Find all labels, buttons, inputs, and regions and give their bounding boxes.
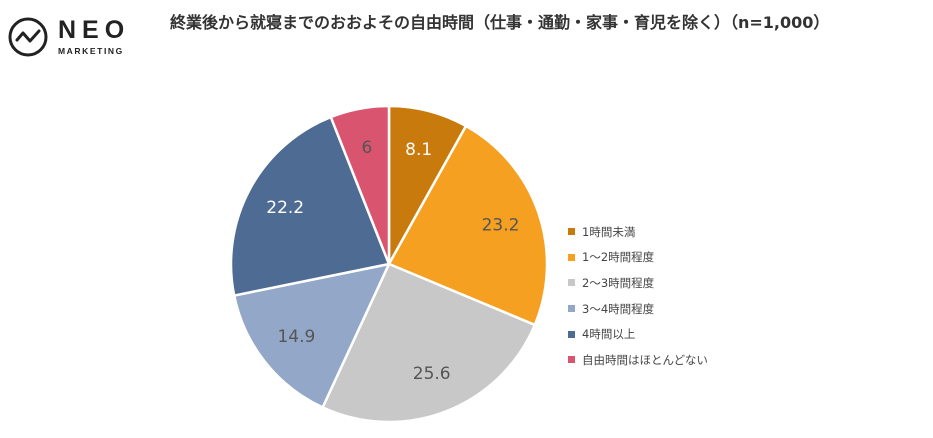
legend-item-5: 4時間以上 [568,321,708,347]
legend-label: 自由時間はほとんどない [582,352,708,367]
logo-circle-icon [8,17,48,57]
legend-swatch [568,279,575,287]
pie-slices [229,104,549,424]
logo-name: NEO [58,16,131,44]
legend: 1時間未満 1～2時間程度 2～3時間程度 3～4時間程度 4時間以上自由時間はほとんど… [568,219,708,373]
legend-label: 1時間未満 [582,224,636,239]
legend-item-4: 3～4時間程度 [568,296,708,322]
pie-data-label-4: 14.9 [277,327,315,347]
legend-swatch [568,305,575,313]
pie-data-label-6: 6 [361,138,372,158]
chart-title: 終業後から就寝までのおおよその自由時間（仕事・通勤・家事・育児を除く）（n=1,… [170,13,830,32]
legend-swatch [568,356,575,364]
logo-tagline: MARKETING [58,46,124,56]
pie-slice-3 [321,262,537,424]
legend-label: 1～2時間程度 [582,250,655,265]
legend-item-3: 2～3時間程度 [568,270,708,296]
pie-slice-2 [387,124,549,327]
legend-item-1: 1時間未満 [568,219,708,245]
legend-swatch [568,330,575,338]
legend-swatch [568,228,575,236]
pie-data-label-3: 25.6 [413,364,451,384]
pie-data-label-1: 8.1 [405,140,432,160]
pie-data-labels: 8.1 23.2 25.6 14.9 22.2 6 [266,138,519,384]
pie-slice-4 [232,262,391,409]
legend-item-2: 1～2時間程度 [568,245,708,271]
pie-slice-6 [329,104,391,266]
neo-marketing-logo: NEO MARKETING [6,14,136,60]
legend-item-6: 自由時間はほとんどない [568,347,708,373]
pie-data-label-5: 22.2 [266,198,304,218]
legend-swatch [568,253,575,261]
legend-label: 2～3時間程度 [582,275,655,290]
legend-label: 4時間以上 [582,327,636,342]
pie-data-label-2: 23.2 [482,215,520,235]
pie-slice-5 [229,115,391,297]
legend-label: 3～4時間程度 [582,301,655,316]
